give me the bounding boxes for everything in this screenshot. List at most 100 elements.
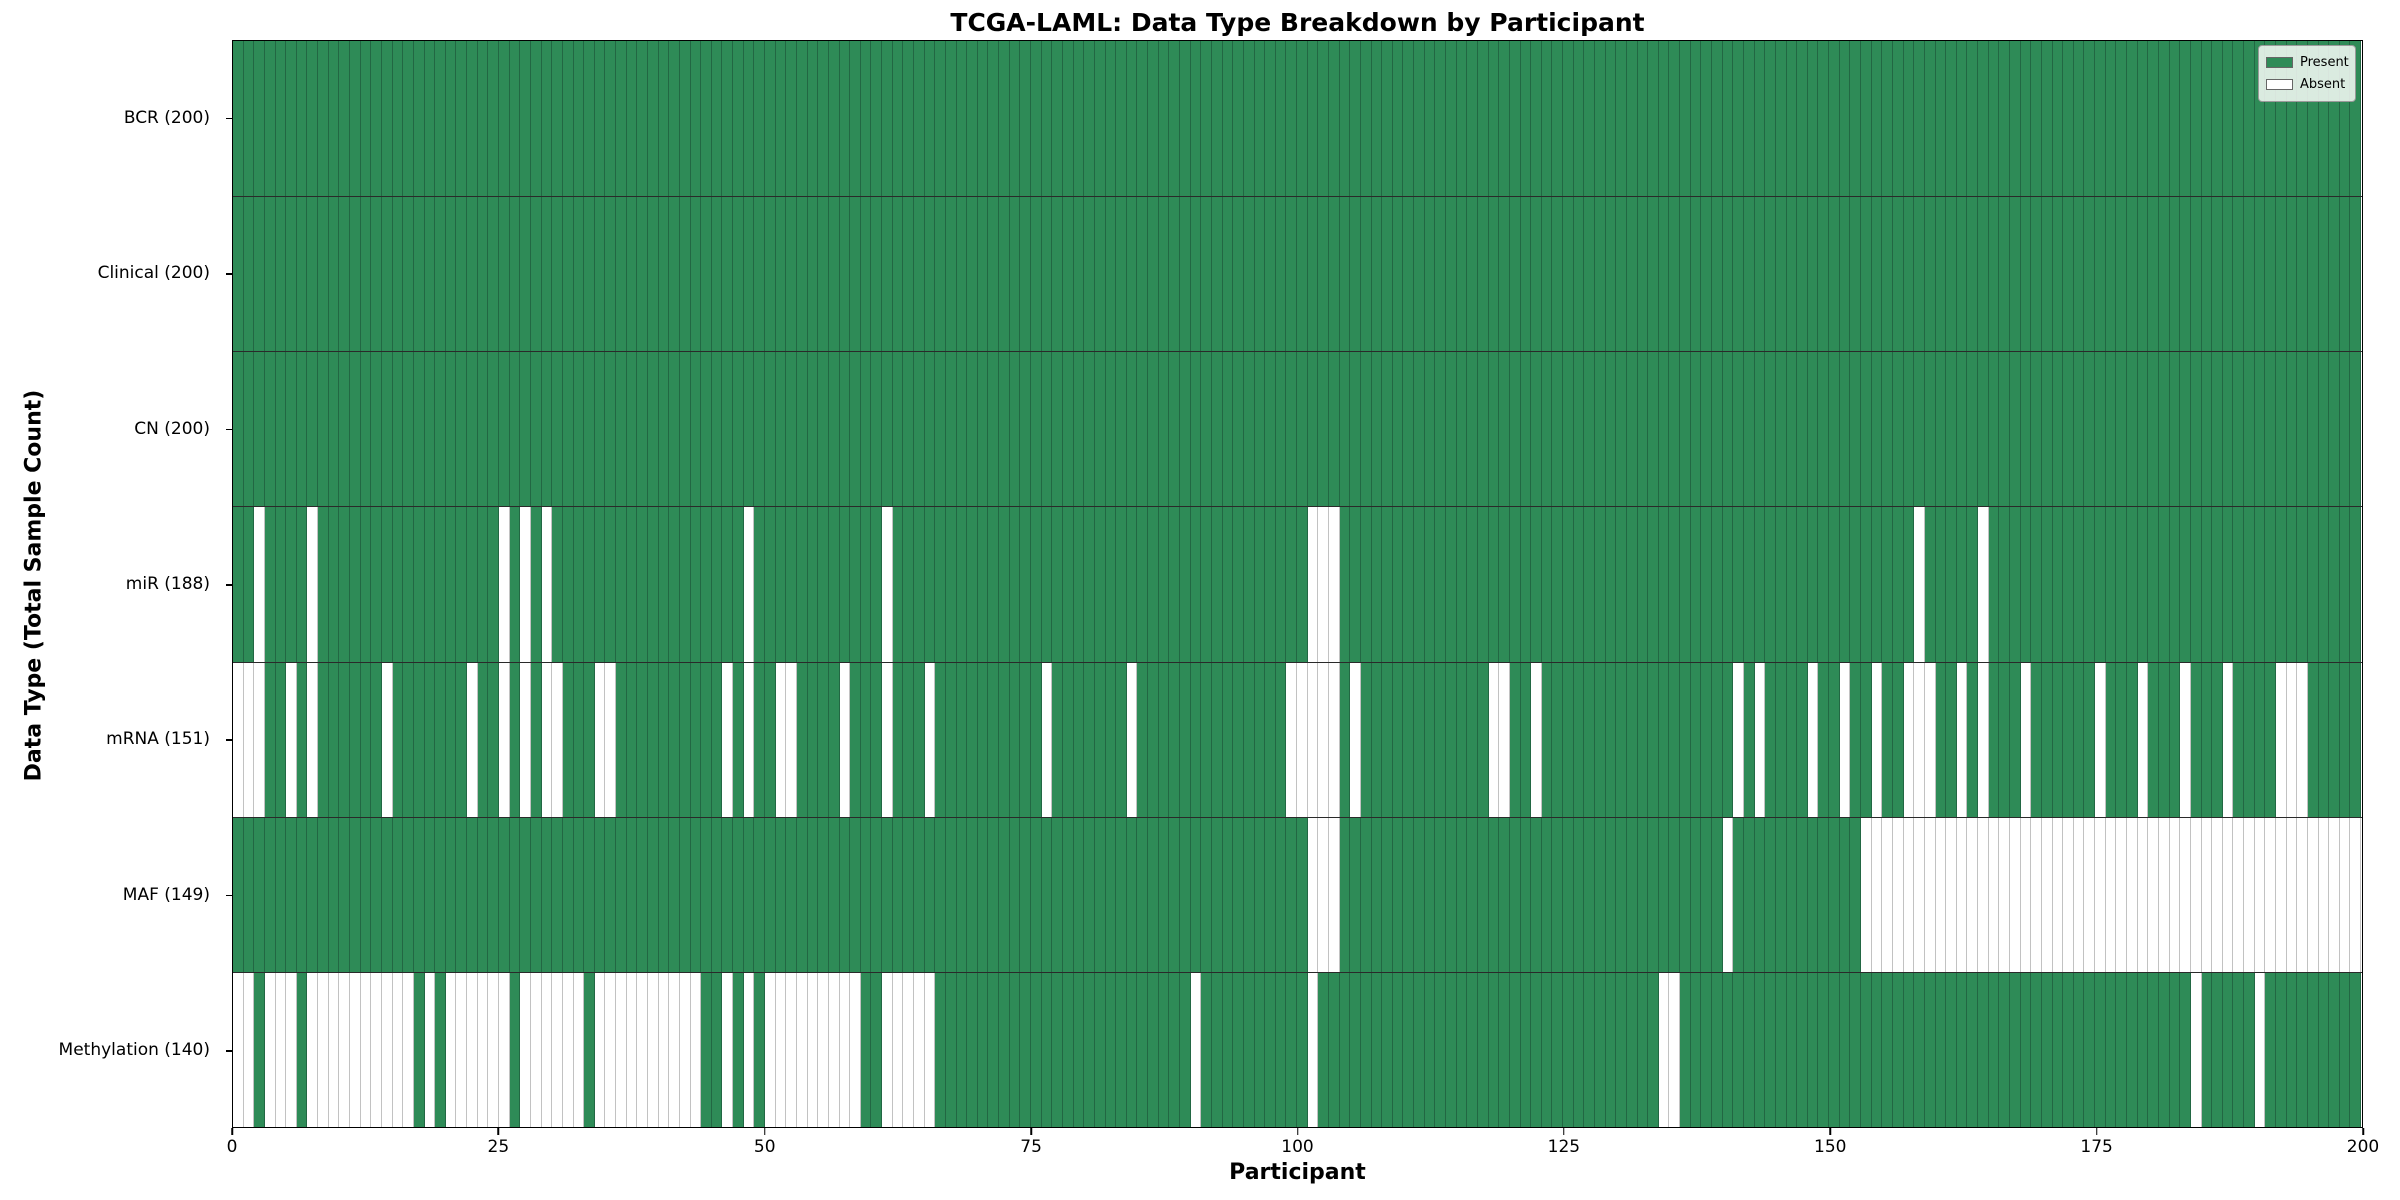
matrix-cell <box>1669 972 1681 1127</box>
matrix-cell <box>1722 352 1734 507</box>
matrix-cell <box>328 197 340 352</box>
matrix-cell <box>1531 507 1542 662</box>
matrix-cell <box>1775 972 1787 1127</box>
matrix-cell <box>2180 972 2191 1127</box>
matrix-cell <box>2063 197 2074 352</box>
matrix-cell <box>530 817 542 972</box>
matrix-cell <box>1414 972 1425 1127</box>
matrix-cell <box>1531 352 1542 507</box>
matrix-cell <box>1797 972 1808 1127</box>
matrix-cell <box>1765 352 1776 507</box>
matrix-cell <box>637 662 648 817</box>
matrix-cell <box>275 972 287 1127</box>
matrix-cell <box>1265 662 1276 817</box>
matrix-cell <box>243 41 255 197</box>
matrix-cell <box>435 507 446 662</box>
matrix-cell <box>2244 507 2255 662</box>
matrix-cell <box>1233 662 1244 817</box>
matrix-cell <box>1754 662 1766 817</box>
matrix-cell <box>956 817 968 972</box>
matrix-cell <box>2095 507 2106 662</box>
matrix-cell <box>1786 352 1798 507</box>
matrix-cell <box>1999 41 2010 197</box>
matrix-cell <box>1743 972 1755 1127</box>
matrix-cell <box>1180 662 1191 817</box>
matrix-cell <box>1903 507 1915 662</box>
matrix-cell <box>1563 972 1574 1127</box>
matrix-cell <box>1031 507 1042 662</box>
matrix-cell <box>584 662 595 817</box>
matrix-cell <box>1680 972 1691 1127</box>
matrix-cell <box>1850 972 1862 1127</box>
matrix-cell <box>2254 972 2266 1127</box>
matrix-cell <box>1552 972 1564 1127</box>
matrix-cell <box>1839 662 1851 817</box>
matrix-cell <box>1222 41 1234 197</box>
x-tick-mark <box>1296 1128 1299 1135</box>
matrix-cell <box>711 41 723 197</box>
matrix-cell <box>1690 662 1702 817</box>
y-tick-mark <box>226 428 232 431</box>
matrix-cell <box>456 817 468 972</box>
matrix-cell <box>1765 972 1776 1127</box>
matrix-cell <box>977 817 989 972</box>
matrix-cell <box>1360 662 1372 817</box>
matrix-cell <box>1882 197 1893 352</box>
matrix-cell <box>2222 662 2234 817</box>
y-tick-label-Methylation: Methylation (140) <box>58 1040 210 1061</box>
matrix-cell <box>254 352 265 507</box>
matrix-cell <box>626 41 638 197</box>
matrix-cell <box>2297 507 2308 662</box>
matrix-cell <box>1616 507 1627 662</box>
matrix-cell <box>669 972 680 1127</box>
matrix-cell <box>1839 352 1851 507</box>
matrix-cell <box>1946 972 1957 1127</box>
matrix-cell <box>2084 197 2096 352</box>
matrix-cell <box>1914 972 1925 1127</box>
matrix-cell <box>924 817 936 972</box>
matrix-cell <box>2041 197 2053 352</box>
matrix-cell <box>1201 352 1212 507</box>
matrix-cell <box>1563 817 1574 972</box>
matrix-cell <box>616 41 627 197</box>
matrix-cell <box>807 352 819 507</box>
matrix-cell <box>1116 41 1127 197</box>
y-tick-label-Clinical: Clinical (200) <box>97 263 210 284</box>
matrix-cell <box>1701 972 1713 1127</box>
matrix-cell <box>1052 972 1063 1127</box>
matrix-cell <box>2307 352 2319 507</box>
matrix-cell <box>1328 817 1340 972</box>
matrix-cell <box>1180 197 1191 352</box>
matrix-cell <box>2276 972 2287 1127</box>
matrix-cell <box>1648 817 1659 972</box>
matrix-cell <box>1839 817 1851 972</box>
matrix-cell <box>286 662 297 817</box>
matrix-cell <box>2084 41 2096 197</box>
matrix-cell <box>1254 507 1266 662</box>
matrix-cell <box>2212 662 2223 817</box>
matrix-cell <box>1073 197 1085 352</box>
matrix-cell <box>456 507 468 662</box>
matrix-cell <box>2201 817 2213 972</box>
matrix-cell <box>935 507 946 662</box>
matrix-cell <box>722 507 734 662</box>
matrix-cell <box>1041 352 1053 507</box>
matrix-cell <box>1733 352 1744 507</box>
matrix-cell <box>2073 507 2085 662</box>
matrix-cell <box>2137 197 2149 352</box>
matrix-cell <box>1743 662 1755 817</box>
matrix-cell <box>1861 972 1872 1127</box>
matrix-cell <box>1307 197 1319 352</box>
matrix-cell <box>2350 352 2362 507</box>
matrix-cell <box>1328 352 1340 507</box>
matrix-cell <box>381 972 393 1127</box>
matrix-cell <box>2009 662 2021 817</box>
matrix-cell <box>2009 817 2021 972</box>
matrix-cell <box>1882 507 1893 662</box>
matrix-cell <box>1626 352 1638 507</box>
matrix-cell <box>2339 352 2351 507</box>
matrix-cell <box>1520 352 1532 507</box>
matrix-cell <box>1573 507 1585 662</box>
matrix-cell <box>424 662 436 817</box>
matrix-cell <box>1116 662 1127 817</box>
